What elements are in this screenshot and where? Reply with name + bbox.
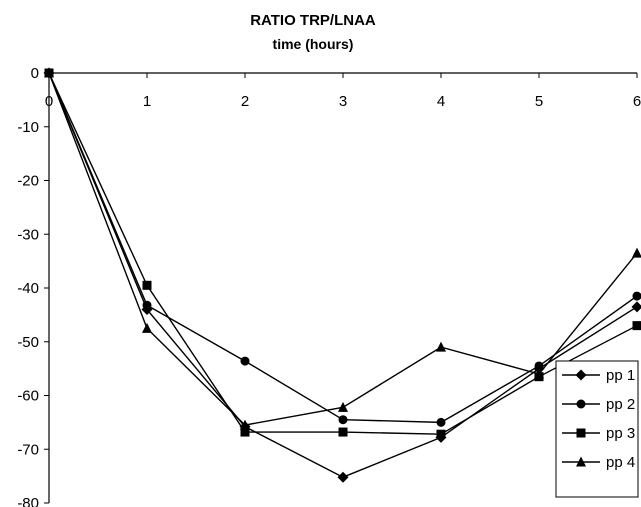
legend-item: pp 3 (562, 425, 635, 442)
legend: pp 1 pp 2 pp 3 pp 4 (555, 360, 639, 498)
series-line (48, 72, 638, 435)
legend-marker (576, 428, 586, 438)
x-axis-title: time (hours) (273, 36, 354, 52)
series-pp-4 (44, 67, 641, 430)
data-point (436, 341, 446, 352)
data-point (631, 301, 641, 313)
data-point (436, 417, 446, 427)
data-point (338, 401, 348, 412)
data-point (142, 300, 152, 310)
legend-label: pp 3 (606, 425, 635, 442)
series-pp-3 (44, 68, 641, 439)
data-point (142, 322, 152, 333)
x-tick-label: 1 (143, 93, 151, 110)
legend-item: pp 1 (562, 367, 635, 384)
y-tick-label: -70 (17, 441, 39, 458)
data-point (44, 67, 54, 78)
data-point (632, 291, 641, 301)
data-point (240, 356, 250, 366)
data-point (632, 321, 641, 331)
data-point (632, 247, 641, 258)
y-tick-label: -30 (17, 226, 39, 243)
data-point (534, 368, 544, 379)
series-layer (43, 67, 641, 483)
data-point (436, 429, 446, 439)
x-tick-label: 2 (241, 93, 249, 110)
y-tick-label: -80 (17, 495, 39, 507)
y-tick-label: -20 (17, 173, 39, 190)
y-tick-label: 0 (31, 65, 39, 82)
x-tick-label: 3 (339, 93, 347, 110)
data-point (534, 361, 544, 371)
y-tick-label: -40 (17, 280, 39, 297)
legend-item: pp 4 (562, 454, 635, 471)
legend-box (555, 360, 639, 498)
y-tick-label: -50 (17, 334, 39, 351)
data-point (142, 280, 152, 290)
series-pp-2 (44, 68, 641, 427)
data-point (338, 427, 348, 437)
x-tick-label: 0 (45, 93, 53, 110)
x-tick-label: 6 (633, 93, 641, 110)
series-line (48, 72, 638, 424)
legend-label: pp 1 (606, 367, 635, 384)
y-tick-label: -10 (17, 119, 39, 136)
data-point (240, 419, 250, 430)
y-tick-label: -60 (17, 388, 39, 405)
legend-label: pp 4 (606, 454, 635, 471)
axes: 0 -10 -20 -30 -40 -50 -60 -70 -80 0 1 2 3 4 5 6 (17, 65, 641, 507)
data-point (337, 471, 349, 483)
legend-marker (575, 369, 587, 381)
legend-marker (576, 399, 586, 409)
chart-title: RATIO TRP/LNAA (250, 12, 376, 29)
data-point (240, 427, 250, 437)
x-tick-label: 5 (535, 93, 543, 110)
data-point (338, 415, 348, 425)
legend-marker (576, 456, 586, 467)
legend-item: pp 2 (562, 396, 635, 413)
x-tick-label: 4 (437, 93, 445, 110)
legend-label: pp 2 (606, 396, 635, 413)
